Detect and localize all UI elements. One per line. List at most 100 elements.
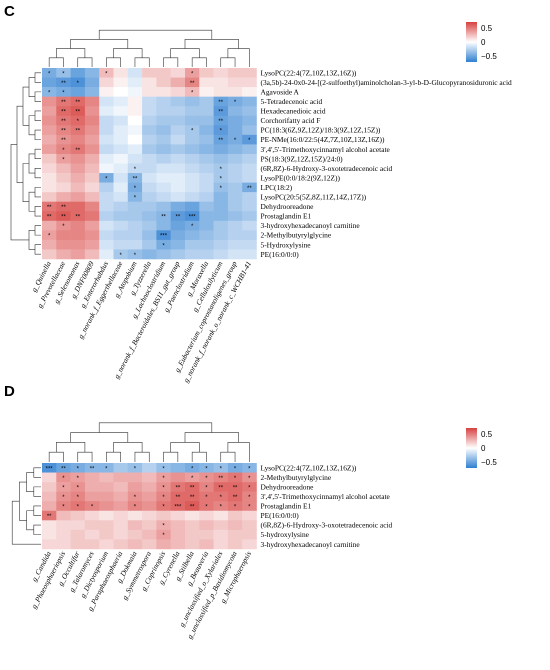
- heatmap-cell: [185, 211, 200, 222]
- heatmap-cell: [127, 249, 143, 260]
- heatmap-cell: [127, 134, 143, 145]
- heatmap-cell: [170, 173, 186, 183]
- heatmap-cell: [70, 106, 86, 117]
- heatmap-cell: [56, 134, 71, 145]
- significance-mark: *: [134, 253, 137, 259]
- heatmap-cell: [185, 201, 200, 212]
- heatmap-cell: [56, 472, 71, 483]
- heatmap-cell: [170, 230, 186, 241]
- heatmap-cell: [99, 501, 114, 512]
- heatmap-cell: [199, 529, 214, 540]
- dendrogram-branch: [48, 57, 64, 67]
- heatmap-cell: [156, 520, 171, 531]
- heatmap-cell: [113, 192, 129, 202]
- heatmap-cell: [227, 182, 243, 193]
- significance-mark: *: [191, 224, 194, 230]
- heatmap-cell: [156, 96, 171, 107]
- heatmap-cell: [42, 501, 57, 512]
- dendrogram-branch: [26, 472, 34, 492]
- significance-mark: **: [75, 129, 80, 135]
- heatmap-cell: [242, 87, 257, 97]
- heatmap-cell: [84, 125, 100, 136]
- heatmap-cell: [56, 529, 71, 540]
- heatmap-cell: [113, 163, 129, 174]
- significance-mark: **: [218, 138, 223, 144]
- significance-mark: **: [190, 505, 195, 511]
- heatmap-cell: [56, 211, 71, 222]
- dendrogram-branch: [220, 57, 236, 67]
- heatmap-cell: [242, 144, 257, 155]
- row-label: (3a,5b)-24-0x0-24-[(2-sulfoethyl)aminolc…: [261, 78, 513, 87]
- heatmap-cell: [84, 529, 100, 540]
- significance-mark: **: [190, 495, 195, 501]
- significance-mark: *: [119, 253, 122, 259]
- heatmap-cell: [99, 230, 114, 241]
- heatmap-cell: [142, 249, 157, 260]
- heatmap-cell: [170, 87, 186, 97]
- row-label: LysoPC(20:5(5Z,8Z,11Z,14Z,17Z)): [261, 193, 367, 202]
- heatmap-cell: [213, 491, 229, 502]
- heatmap-cell: [156, 249, 171, 260]
- heatmap-cell: [227, 144, 243, 155]
- heatmap-cell: [70, 482, 86, 492]
- significance-mark: *: [191, 466, 194, 472]
- heatmap-cell: [156, 239, 171, 250]
- dendrogram-branch: [220, 451, 236, 462]
- heatmap-cell: [156, 529, 171, 540]
- heatmap-cell: [42, 87, 57, 97]
- heatmap-cell: [227, 115, 243, 126]
- heatmap-cell: [213, 144, 229, 155]
- row-label: PE-NMe(16:0/22:5(4Z,7Z,10Z,13Z,16Z)): [261, 135, 386, 144]
- significance-mark: *: [77, 466, 80, 472]
- legend-tick-low-d: −0.5: [481, 458, 497, 467]
- dendrogram-branch: [22, 163, 29, 202]
- heatmap-cell: [99, 115, 114, 126]
- heatmap-cell: [199, 125, 214, 136]
- significance-mark: *: [134, 495, 137, 501]
- heatmap-cell: [99, 463, 114, 473]
- heatmap-cell: [185, 87, 200, 97]
- heatmap-cell: [42, 201, 57, 212]
- heatmap-cell: [242, 125, 257, 136]
- heatmap-cell: [242, 491, 257, 502]
- dendrogram-branch: [163, 451, 179, 462]
- heatmap-cell: [42, 539, 57, 550]
- heatmap-cell: [56, 463, 71, 473]
- heatmap-cell: [213, 239, 229, 250]
- heatmap-cell: [227, 77, 243, 88]
- significance-mark: *: [134, 466, 137, 472]
- heatmap-cell: [227, 211, 243, 222]
- heatmap-cell: [156, 491, 171, 502]
- heatmap-cell: [185, 220, 200, 231]
- heatmap-cell: [242, 249, 257, 260]
- dendrogram-branch: [106, 451, 121, 462]
- heatmap-cell: [156, 220, 171, 231]
- heatmap-cell: [185, 134, 200, 145]
- heatmap-cell: [70, 173, 86, 183]
- dendrogram-branch: [34, 72, 41, 83]
- heatmap-cell: [99, 510, 114, 521]
- heatmap-cell: [99, 173, 114, 183]
- heatmap-cell: [70, 77, 86, 88]
- heatmap-panel-c: C * * * *** * *** * *** ** ** *** ** **** * **** ** * ***…: [4, 3, 512, 384]
- heatmap-cell: [84, 68, 100, 78]
- significance-mark: **: [233, 495, 238, 501]
- heatmap-cell: [99, 68, 114, 78]
- heatmap-cell: [127, 106, 143, 117]
- heatmap-cell: [142, 529, 157, 540]
- column-labels-d: g_Candidag_Phaeosphaeriopsisg_Occultifur…: [29, 549, 253, 640]
- heatmap-cell: [242, 201, 257, 212]
- heatmap-cell: [156, 472, 171, 483]
- heatmap-cell: [42, 96, 57, 107]
- heatmap-cell: [42, 192, 57, 202]
- row-label: PE(16:0/0:0): [261, 511, 300, 520]
- significance-mark: *: [205, 505, 208, 511]
- heatmap-cell: [156, 163, 171, 174]
- heatmap-cell: [84, 463, 100, 473]
- heatmap-cell: [199, 539, 214, 550]
- significance-mark: *: [248, 495, 251, 501]
- significance-mark: *: [234, 466, 237, 472]
- heatmap-cell: [84, 239, 100, 250]
- heatmap-cell: [185, 125, 200, 136]
- significance-mark: *: [248, 476, 251, 482]
